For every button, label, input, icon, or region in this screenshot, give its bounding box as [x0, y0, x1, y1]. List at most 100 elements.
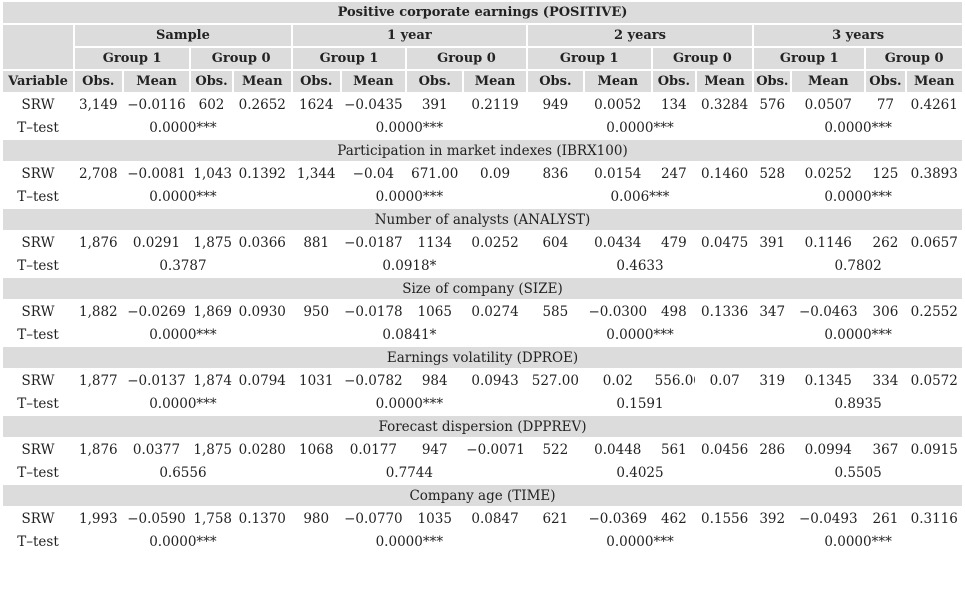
data-cell: 2,708	[74, 163, 122, 184]
data-cell: 949	[527, 94, 583, 115]
header-blank	[3, 25, 73, 69]
data-cell: 0.0377	[123, 439, 190, 460]
obs-header: Obs.	[74, 71, 122, 92]
data-cell: −0.0178	[341, 301, 406, 322]
data-cell: 3,149	[74, 94, 122, 115]
data-cell: 0.0475	[697, 232, 753, 253]
group-header: Group 1	[74, 48, 190, 69]
section-header-row: Forecast dispersion (DPPREV)	[3, 416, 962, 437]
data-cell: 0.3284	[697, 94, 753, 115]
title-row: Positive corporate earnings (POSITIVE)	[3, 2, 962, 23]
group-header: Group 1	[292, 48, 406, 69]
data-cell: −0.0782	[341, 370, 406, 391]
section-header-row: Participation in market indexes (IBRX100…	[3, 140, 962, 161]
obs-header: Obs.	[652, 71, 696, 92]
section-header-row: Size of company (SIZE)	[3, 278, 962, 299]
variable-header: Variable	[3, 71, 73, 92]
obs-header: Obs.	[292, 71, 340, 92]
ttest-row: T–test 0.0000*** 0.0000*** 0.006*** 0.0000**…	[3, 186, 962, 207]
data-cell: 125	[866, 163, 905, 184]
data-cell: 1,875	[191, 439, 232, 460]
data-cell: 0.09	[464, 163, 526, 184]
ttest-row: T–test 0.0000*** 0.0841* 0.0000*** 0.0000***	[3, 324, 962, 345]
srw-row: SRW 1,876 0.0291 1,875 0.0366 881 −0.0187 1134 0…	[3, 232, 962, 253]
data-cell: 1,869	[191, 301, 232, 322]
ttest-value: 0.006***	[527, 186, 753, 207]
data-cell: 1,043	[191, 163, 232, 184]
group-header: Group 1	[754, 48, 865, 69]
data-cell: 306	[866, 301, 905, 322]
data-cell: 498	[652, 301, 696, 322]
ttest-value: 0.0841*	[292, 324, 526, 345]
group-header: Group 0	[866, 48, 962, 69]
data-cell: 0.0252	[464, 232, 526, 253]
row-label: SRW	[3, 439, 73, 460]
data-cell: −0.0116	[123, 94, 190, 115]
data-cell: 621	[527, 508, 583, 529]
data-cell: 0.0657	[906, 232, 962, 253]
data-cell: 391	[754, 232, 791, 253]
data-cell: 1,993	[74, 508, 122, 529]
data-cell: 522	[527, 439, 583, 460]
ttest-value: 0.0000***	[74, 393, 291, 414]
data-cell: 77	[866, 94, 905, 115]
data-cell: 391	[407, 94, 463, 115]
section-header-row: Company age (TIME)	[3, 485, 962, 506]
data-cell: 1,758	[191, 508, 232, 529]
ttest-value: 0.0000***	[754, 117, 962, 138]
data-cell: 0.0291	[123, 232, 190, 253]
data-cell: 479	[652, 232, 696, 253]
ttest-value: 0.0918*	[292, 255, 526, 276]
section-title: Forecast dispersion (DPPREV)	[3, 416, 962, 437]
data-cell: 0.0915	[906, 439, 962, 460]
ttest-value: 0.8935	[754, 393, 962, 414]
ttest-value: 0.0000***	[754, 531, 962, 552]
srw-row: SRW 1,993 −0.0590 1,758 0.1370 980 −0.0770 1035…	[3, 508, 962, 529]
data-cell: 0.0448	[584, 439, 651, 460]
data-cell: 1,877	[74, 370, 122, 391]
data-cell: −0.0269	[123, 301, 190, 322]
period-header: 1 year	[292, 25, 526, 46]
ttest-row: T–test 0.0000*** 0.0000*** 0.1591 0.8935	[3, 393, 962, 414]
ttest-value: 0.0000***	[527, 324, 753, 345]
data-cell: 0.0507	[792, 94, 865, 115]
ttest-value: 0.0000***	[74, 186, 291, 207]
data-cell: −0.0369	[584, 508, 651, 529]
data-cell: 0.0572	[906, 370, 962, 391]
section-title: Number of analysts (ANALYST)	[3, 209, 962, 230]
data-cell: 0.0994	[792, 439, 865, 460]
data-cell: 0.0943	[464, 370, 526, 391]
section-title: Size of company (SIZE)	[3, 278, 962, 299]
ttest-value: 0.0000***	[527, 117, 753, 138]
data-cell: −0.0463	[792, 301, 865, 322]
data-cell: 1035	[407, 508, 463, 529]
period-header-row: Sample 1 year 2 years 3 years	[3, 25, 962, 69]
data-cell: −0.0770	[341, 508, 406, 529]
data-cell: 0.0847	[464, 508, 526, 529]
data-cell: 0.0252	[792, 163, 865, 184]
data-cell: 262	[866, 232, 905, 253]
mean-header: Mean	[792, 71, 865, 92]
mean-header: Mean	[123, 71, 190, 92]
ttest-row: T–test 0.6556 0.7744 0.4025 0.5505	[3, 462, 962, 483]
mean-header: Mean	[341, 71, 406, 92]
data-cell: 0.02	[584, 370, 651, 391]
data-cell: 836	[527, 163, 583, 184]
ttest-value: 0.5505	[754, 462, 962, 483]
row-label: SRW	[3, 94, 73, 115]
data-cell: 604	[527, 232, 583, 253]
ttest-value: 0.0000***	[292, 531, 526, 552]
row-label: T–test	[3, 462, 73, 483]
table-body: Positive corporate earnings (POSITIVE) Sa…	[3, 2, 962, 552]
srw-row: SRW 2,708 −0.0081 1,043 0.1392 1,344 −0.04 671.…	[3, 163, 962, 184]
data-cell: 0.0434	[584, 232, 651, 253]
group-header: Group 0	[191, 48, 291, 69]
row-label: T–test	[3, 393, 73, 414]
data-cell: 1,874	[191, 370, 232, 391]
data-cell: 0.2652	[233, 94, 291, 115]
ttest-value: 0.4025	[527, 462, 753, 483]
data-cell: 319	[754, 370, 791, 391]
data-cell: 0.3116	[906, 508, 962, 529]
row-label: SRW	[3, 370, 73, 391]
ttest-value: 0.1591	[527, 393, 753, 414]
